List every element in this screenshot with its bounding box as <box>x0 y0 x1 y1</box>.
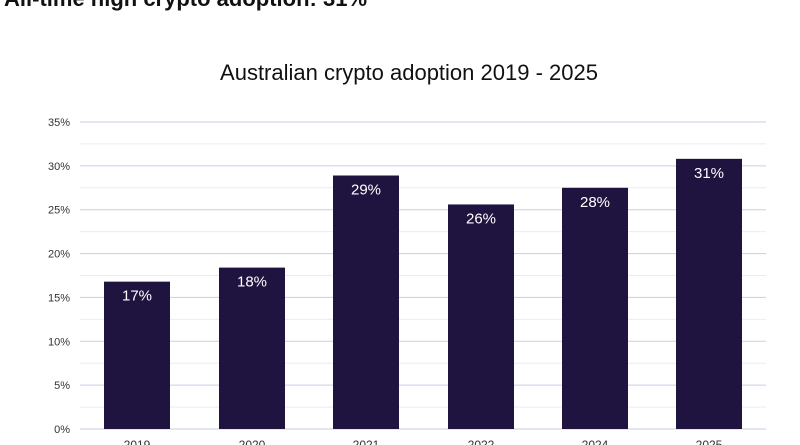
bar <box>219 267 285 429</box>
bar <box>676 158 742 429</box>
y-tick-label: 35% <box>48 117 70 129</box>
y-tick-label: 15% <box>48 292 70 304</box>
y-tick-label: 5% <box>54 380 70 392</box>
page-heading: All-time high crypto adoption: 31% <box>4 0 367 12</box>
x-tick-label: 2020 <box>239 438 266 445</box>
y-tick-label: 10% <box>48 336 70 348</box>
x-tick-label: 2021 <box>353 438 380 445</box>
x-tick-label: 2024 <box>582 438 609 445</box>
chart-title: Australian crypto adoption 2019 - 2025 <box>220 60 598 85</box>
bar <box>562 187 628 429</box>
bar-value-label: 31% <box>694 165 724 182</box>
y-tick-label: 30% <box>48 161 70 173</box>
bar-value-label: 18% <box>237 274 267 291</box>
x-tick-label: 2019 <box>124 438 151 445</box>
x-tick-label: 2022 <box>468 438 495 445</box>
bar <box>448 204 514 429</box>
bar-value-label: 26% <box>466 210 496 227</box>
bar <box>333 175 399 429</box>
y-tick-label: 25% <box>48 205 70 217</box>
bar <box>104 281 170 429</box>
bar-value-label: 29% <box>351 182 381 199</box>
bar-value-label: 28% <box>580 194 610 211</box>
y-tick-label: 0% <box>54 424 70 436</box>
y-tick-label: 20% <box>48 249 70 261</box>
bar-value-label: 17% <box>122 288 152 305</box>
x-tick-label: 2025 <box>696 438 723 445</box>
